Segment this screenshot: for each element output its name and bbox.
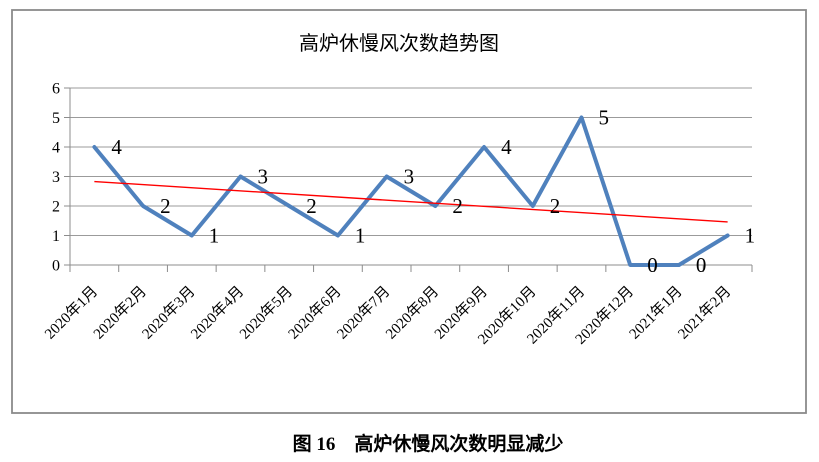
- y-axis-label: 0: [52, 258, 60, 275]
- data-label: 1: [355, 224, 366, 248]
- data-label: 1: [209, 224, 220, 248]
- data-label: 1: [745, 224, 756, 248]
- data-label: 2: [452, 194, 463, 218]
- figure-caption: 图 16 高炉休慢风次数明显减少: [293, 432, 564, 455]
- chart-border: [11, 9, 807, 414]
- data-label: 2: [550, 194, 561, 218]
- chart-title: 高炉休慢风次数趋势图: [299, 32, 499, 55]
- data-label: 5: [599, 106, 610, 130]
- x-axis-label: 2021年2月: [675, 283, 735, 343]
- trendline: [94, 180, 728, 223]
- y-axis-label: 3: [52, 169, 60, 186]
- data-label: 2: [306, 194, 317, 218]
- data-label: 4: [111, 135, 122, 159]
- data-label: 0: [696, 253, 707, 277]
- data-label: 4: [501, 135, 512, 159]
- y-axis-label: 4: [52, 140, 60, 157]
- y-axis-label: 6: [52, 81, 60, 98]
- data-label: 3: [258, 165, 269, 189]
- y-axis-label: 2: [52, 199, 60, 216]
- data-label: 2: [160, 194, 171, 218]
- series-line: [92, 115, 730, 267]
- data-label: 3: [404, 165, 415, 189]
- y-axis-label: 5: [52, 110, 60, 127]
- data-label: 0: [647, 253, 658, 277]
- plot-area: 01234562020年1月2020年2月2020年3月2020年4月2020年…: [41, 81, 755, 348]
- y-axis-label: 1: [52, 228, 60, 245]
